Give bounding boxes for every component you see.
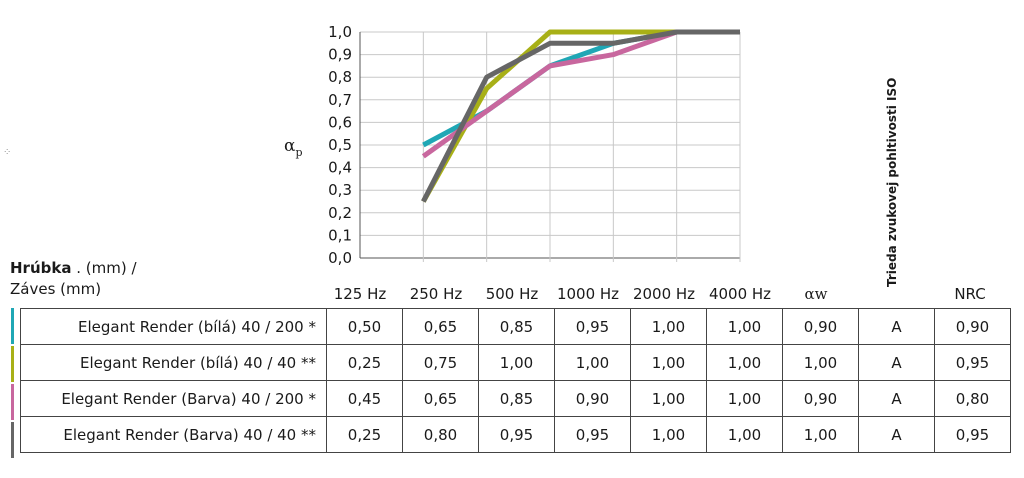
table-cell: A xyxy=(858,380,935,417)
row-name: Elegant Render (Barva) 40 / 200 * xyxy=(20,380,327,417)
table-cell: 0,80 xyxy=(934,380,1011,417)
y-tick-label: 0,2 xyxy=(328,204,352,222)
table-cell: 1,00 xyxy=(782,344,859,381)
col-head-4000: 4000 Hz xyxy=(708,285,772,303)
row-name: Elegant Render (bílá) 40 / 200 * xyxy=(20,308,327,345)
table-row: Elegant Render (Barva) 40 / 40 ** 0,25 0,8… xyxy=(20,416,1011,453)
row-color-swatch xyxy=(11,422,14,458)
table-cell: 0,50 xyxy=(326,308,403,345)
y-tick-label: 0,7 xyxy=(328,91,352,109)
table-cell: 0,80 xyxy=(402,416,479,453)
table-cell: 0,25 xyxy=(326,344,403,381)
col-head-1000: 1000 Hz xyxy=(556,285,620,303)
iso-class-heading: Trieda zvukovej pohltivosti ISO xyxy=(885,77,899,287)
table-row: Elegant Render (bílá) 40 / 200 * 0,50 0,65… xyxy=(20,308,1011,345)
table-cell: 0,90 xyxy=(782,380,859,417)
y-tick-label: 0,1 xyxy=(328,226,352,244)
table-cell: 0,95 xyxy=(554,416,631,453)
table-cell: 1,00 xyxy=(706,308,783,345)
table-cell: 0,25 xyxy=(326,416,403,453)
y-tick-label: 0,6 xyxy=(328,113,352,131)
col-head-500: 500 Hz xyxy=(485,285,539,303)
table-cell: 0,65 xyxy=(402,380,479,417)
table-cell: 1,00 xyxy=(630,308,707,345)
table-cell: 0,75 xyxy=(402,344,479,381)
table-cell: 0,90 xyxy=(554,380,631,417)
table-row: Elegant Render (bílá) 40 / 40 ** 0,25 0,75… xyxy=(20,344,1011,381)
y-tick-label: 0,0 xyxy=(328,249,352,267)
col-head-2000: 2000 Hz xyxy=(632,285,696,303)
y-axis-label: αp xyxy=(284,136,303,159)
row-name: Elegant Render (bílá) 40 / 40 ** xyxy=(20,344,327,381)
table-cell: 0,65 xyxy=(402,308,479,345)
table-cell: 0,85 xyxy=(478,380,555,417)
series-line-4 xyxy=(421,29,740,203)
thickness-header: Hrúbka . (mm) / Záves (mm) xyxy=(10,258,137,300)
y-tick-label: 0,9 xyxy=(328,46,352,64)
table-cell: 1,00 xyxy=(782,416,859,453)
table-cell: 1,00 xyxy=(630,344,707,381)
y-tick-label: 0,8 xyxy=(328,68,352,86)
col-head-nrc: NRC xyxy=(954,285,986,303)
series-line-2 xyxy=(421,29,740,203)
table-cell: 0,95 xyxy=(934,344,1011,381)
results-table: Elegant Render (bílá) 40 / 200 * 0,50 0,65… xyxy=(20,308,1011,453)
row-color-swatch xyxy=(11,308,14,344)
row-color-swatch xyxy=(11,384,14,420)
col-head-250: 250 Hz xyxy=(409,285,463,303)
y-tick-label: 1,0 xyxy=(328,23,352,41)
table-cell: 1,00 xyxy=(478,344,555,381)
table-cell: 0,85 xyxy=(478,308,555,345)
y-tick-label: 0,5 xyxy=(328,136,352,154)
table-cell: 1,00 xyxy=(554,344,631,381)
row-name: Elegant Render (Barva) 40 / 40 ** xyxy=(20,416,327,453)
thickness-unit: . (mm) / xyxy=(71,259,137,277)
table-row: Elegant Render (Barva) 40 / 200 * 0,45 0,6… xyxy=(20,380,1011,417)
table-cell: 0,95 xyxy=(934,416,1011,453)
thickness-label: Hrúbka xyxy=(10,259,72,277)
table-cell: 0,95 xyxy=(554,308,631,345)
y-tick-label: 0,3 xyxy=(328,181,352,199)
suspension-label: Záves (mm) xyxy=(10,280,102,298)
table-cell: 1,00 xyxy=(706,416,783,453)
table-cell: A xyxy=(858,308,935,345)
side-mark: ⁘ xyxy=(3,147,12,158)
row-color-swatch xyxy=(11,346,14,382)
table-cell: 1,00 xyxy=(706,344,783,381)
series-line-1 xyxy=(422,29,740,148)
col-head-alpha-w: αw xyxy=(804,285,828,303)
table-cell: 0,45 xyxy=(326,380,403,417)
series-line-3 xyxy=(421,29,740,159)
table-cell: 1,00 xyxy=(630,380,707,417)
y-tick-label: 0,4 xyxy=(328,159,352,177)
table-cell: 0,90 xyxy=(782,308,859,345)
table-cell: 0,95 xyxy=(478,416,555,453)
table-cell: A xyxy=(858,344,935,381)
table-cell: 1,00 xyxy=(706,380,783,417)
table-cell: 1,00 xyxy=(630,416,707,453)
table-cell: 0,90 xyxy=(934,308,1011,345)
table-cell: A xyxy=(858,416,935,453)
col-head-125: 125 Hz xyxy=(333,285,387,303)
